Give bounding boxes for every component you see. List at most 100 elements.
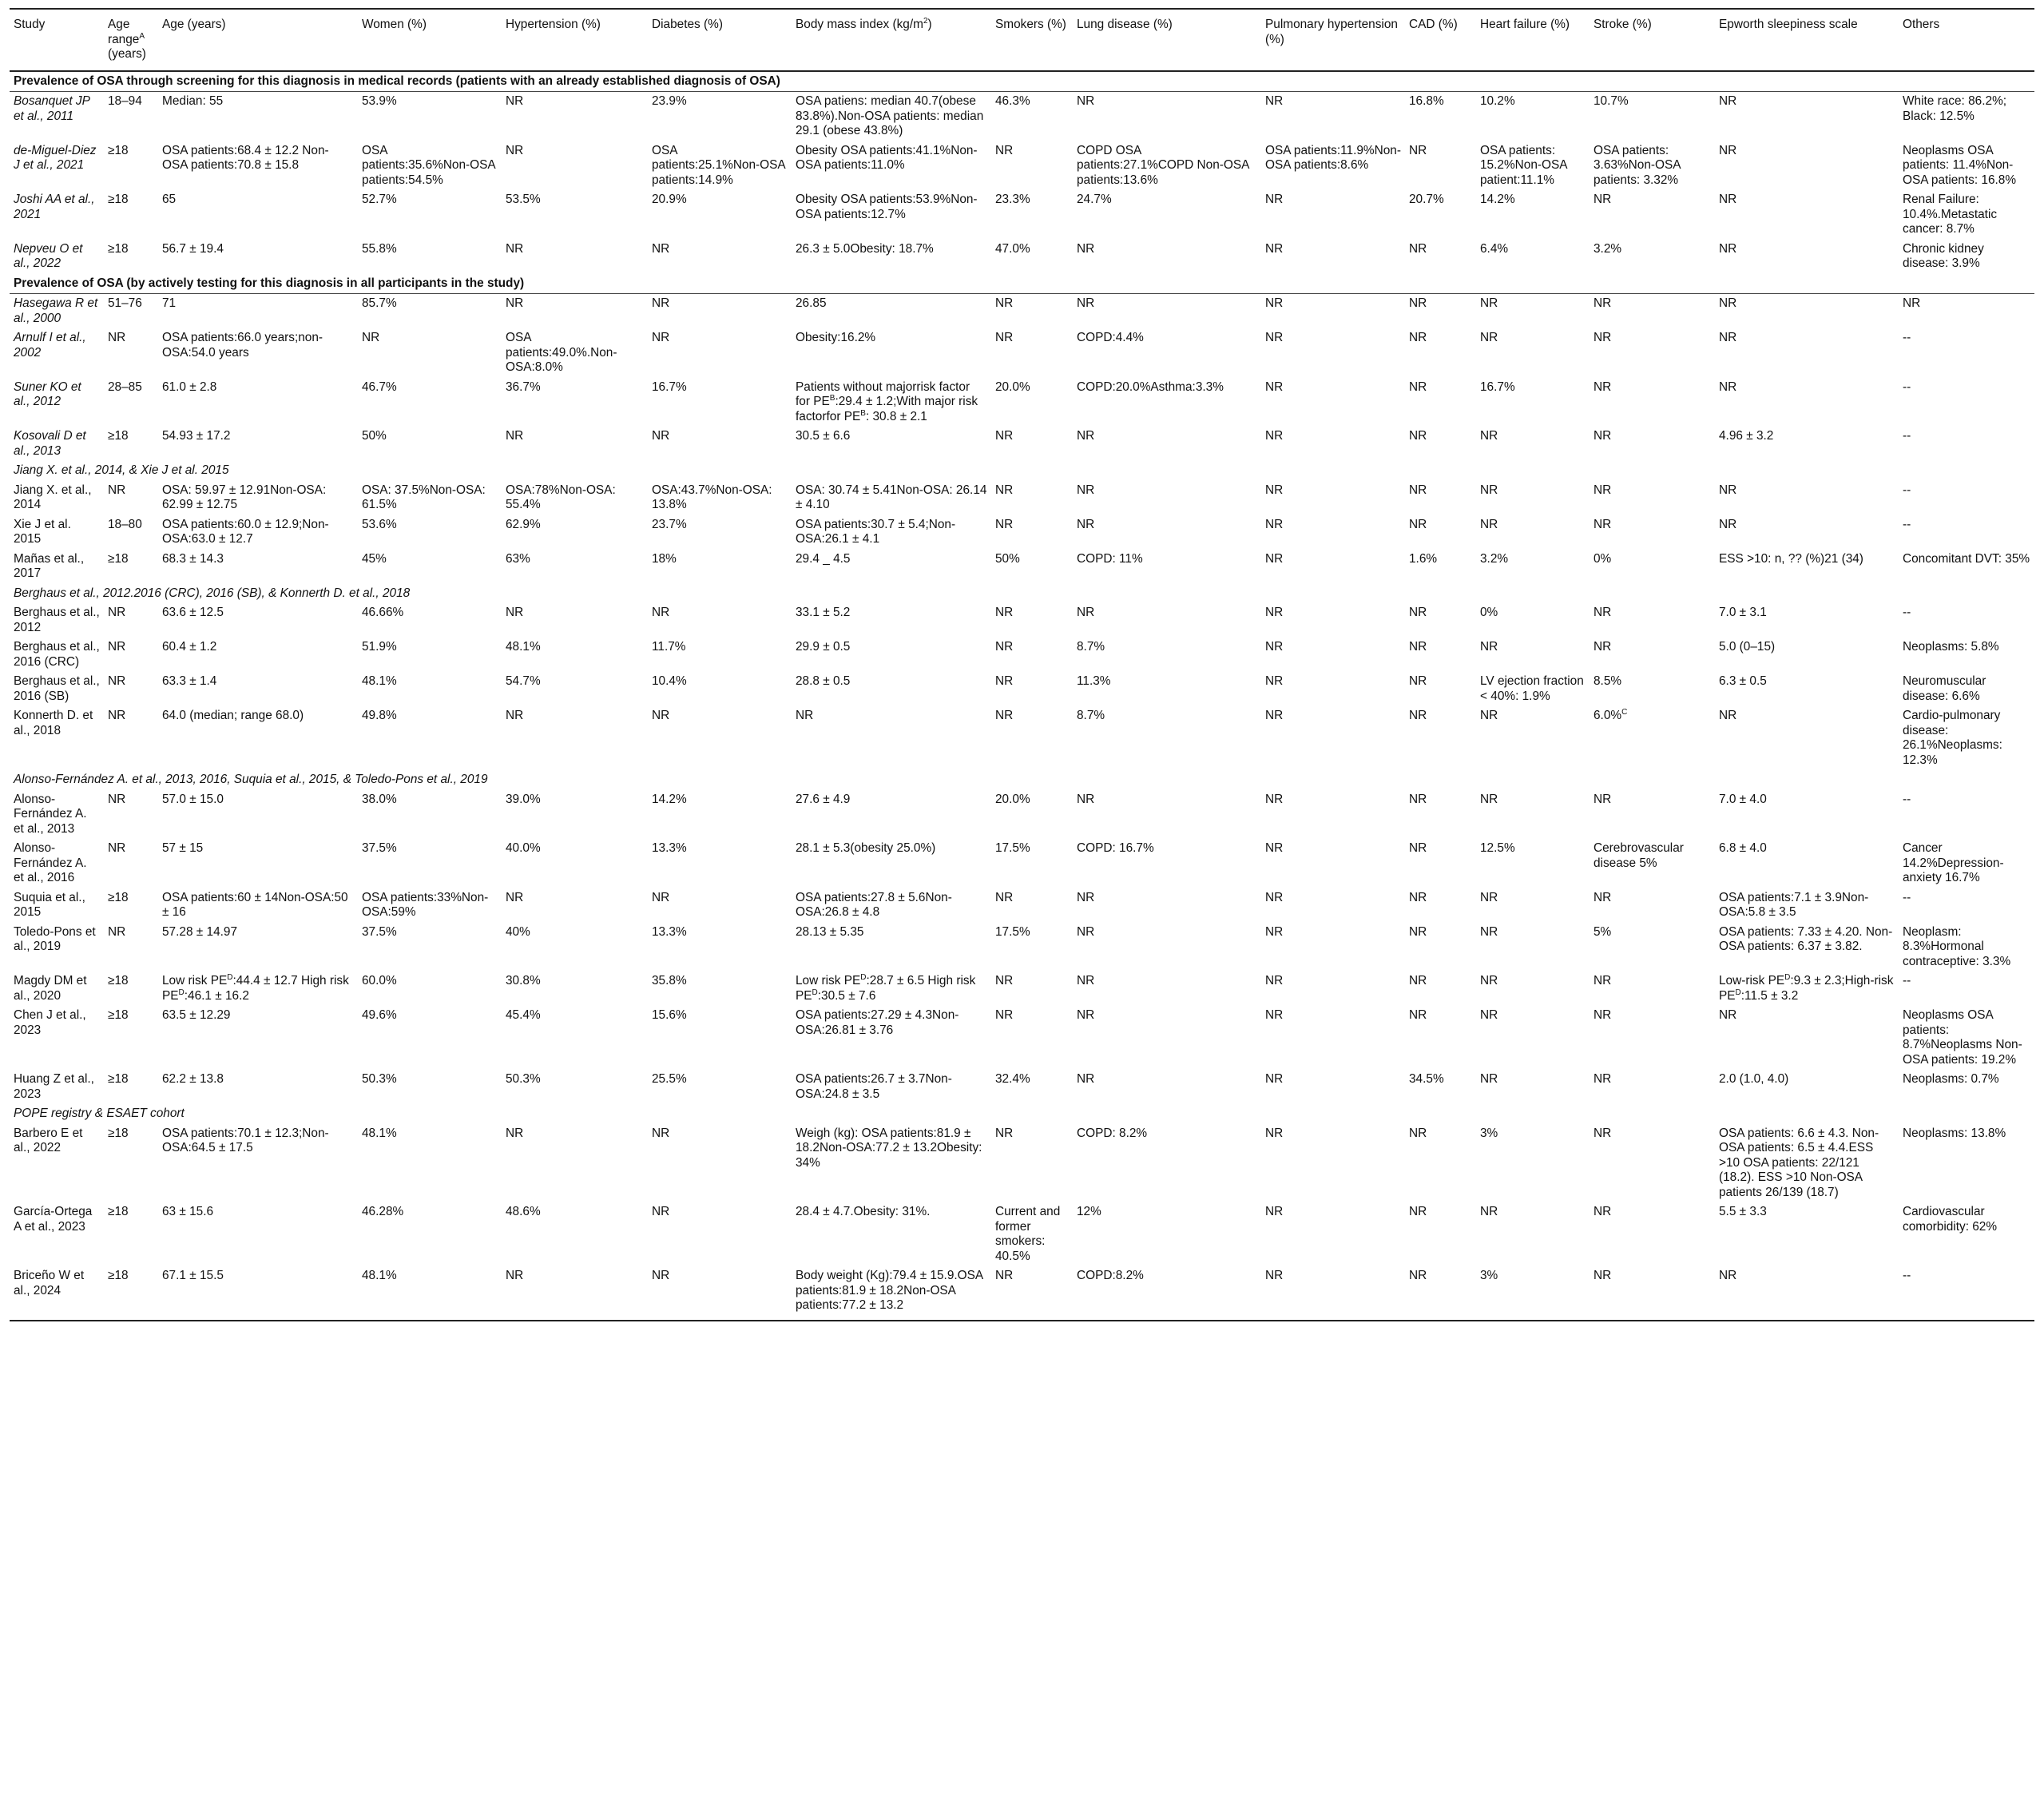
study-cell: Berghaus et al., 2016 (SB) — [14, 674, 100, 703]
table-cell: NR — [506, 429, 524, 443]
table-cell: NR — [1480, 1205, 1498, 1218]
table-cell: 26.85 — [796, 296, 827, 310]
subgroup-header-row: POPE registry & ESAET cohort — [10, 1104, 2034, 1124]
study-cell: Barbero E et al., 2022 — [14, 1126, 83, 1155]
table-cell: NR — [1594, 517, 1612, 531]
table-cell: ≥18 — [108, 241, 129, 256]
table-cell: NR — [1077, 890, 1095, 904]
table-cell: 48.1% — [506, 640, 541, 654]
table-cell: 63 ± 15.6 — [162, 1205, 214, 1218]
table-cell: 34.5% — [1409, 1072, 1444, 1086]
table-cell: NR — [652, 890, 670, 904]
table-cell: COPD:8.2% — [1073, 1266, 1261, 1321]
table-row: Huang Z et al., 2023 ≥18 62.2 ± 13.8 50.3% 5… — [10, 1070, 2034, 1104]
table-cell: Median: 55 — [162, 94, 224, 108]
table-cell: NR — [995, 429, 1014, 443]
table-cell: Cancer 14.2%Depression-anxiety 16.7% — [1903, 841, 2004, 884]
table-cell: NR — [1077, 296, 1095, 310]
table-cell: 50% — [995, 551, 1020, 566]
table-cell: NR — [1719, 517, 1737, 531]
table-cell: 0% — [1480, 606, 1498, 619]
table-cell: OSA patients:35.6%Non-OSA patients:54.5% — [362, 143, 495, 187]
column-header: Smokers (%) — [991, 8, 1073, 72]
table-cell: 62.2 ± 13.8 — [162, 1072, 224, 1086]
table-cell: 85.7% — [362, 296, 397, 310]
table-cell: 48.6% — [506, 1205, 541, 1218]
table-cell: NR — [1719, 1008, 1737, 1022]
table-cell: COPD: 8.2% — [1077, 1126, 1148, 1140]
table-cell: 49.8% — [362, 709, 397, 722]
table-cell: NR — [1265, 379, 1284, 394]
table-cell: OSA patients: 15.2%Non-OSA patient:11.1% — [1480, 143, 1567, 187]
table-cell: NR — [1077, 429, 1095, 443]
subgroup-header-row: Jiang X. et al., 2014, & Xie J et al. 20… — [10, 461, 2034, 481]
table-cell: NR — [1409, 331, 1427, 344]
table-cell: NR — [995, 606, 1014, 619]
table-cell: NR — [1594, 379, 1612, 394]
table-cell: 3.2% — [1480, 551, 1509, 566]
table-row: Toledo-Pons et al., 2019 NR 57.28 ± 14.97 3… — [10, 923, 2034, 972]
table-cell: 32.4% — [995, 1072, 1030, 1086]
table-cell: 23.3% — [995, 193, 1030, 206]
table-cell: 16.7% — [652, 379, 687, 394]
table-cell: 8.5% — [1594, 674, 1622, 688]
table-cell: 17.5% — [995, 924, 1030, 939]
table-cell: 45% — [362, 551, 387, 566]
table-cell: NR — [995, 674, 1014, 688]
table-cell: NR — [506, 606, 524, 619]
table-cell: -- — [1903, 606, 1911, 619]
table-cell: NR — [652, 606, 670, 619]
column-header: Diabetes (%) — [648, 8, 792, 72]
table-cell: Patients without majorrisk factor for PE… — [796, 379, 978, 423]
table-cell: OSA patients:68.4 ± 12.2 Non-OSA patient… — [162, 143, 329, 173]
table-row: Alonso-Fernández A. et al., 2013 NR 57.0 ±… — [10, 790, 2034, 840]
table-cell: 16.7% — [1480, 379, 1515, 394]
subgroup-title: POPE registry & ESAET cohort — [14, 1107, 185, 1120]
table-cell: 11.7% — [652, 640, 686, 654]
table-row: Nepveu O et al., 2022 ≥18 56.7 ± 19.4 55.8%… — [10, 240, 2034, 274]
table-cell: NR — [652, 709, 670, 722]
table-cell: 5% — [1594, 924, 1612, 939]
table-cell: 40.0% — [506, 841, 541, 855]
table-cell: OSA patients:66.0 years;non-OSA:54.0 yea… — [162, 331, 323, 360]
study-cell: Kosovali D et al., 2013 — [14, 429, 86, 458]
table-cell: NR — [1409, 640, 1427, 654]
table-cell: 52.7% — [362, 193, 397, 206]
table-cell: Low risk PED:28.7 ± 6.5 High risk PED:30… — [796, 972, 976, 1003]
table-cell: 12.5% — [1480, 841, 1515, 855]
table-cell: NR — [1590, 1266, 1715, 1321]
table-cell: ≥18 — [108, 1126, 129, 1140]
table-cell: Current and former smokers: 40.5% — [995, 1205, 1061, 1263]
column-header: Hypertension (%) — [502, 8, 648, 72]
table-cell: ≥18 — [108, 1008, 129, 1022]
study-cell: Alonso-Fernández A. et al., 2016 — [14, 841, 87, 884]
table-cell: NR — [1480, 924, 1498, 939]
table-cell: 3% — [1480, 1126, 1498, 1140]
table-cell: 28.8 ± 0.5 — [796, 674, 851, 688]
table-cell: 20.0% — [995, 792, 1030, 806]
table-cell: -- — [1903, 331, 1911, 344]
table-cell: NR — [108, 924, 126, 939]
table-cell: OSA patients: 3.63%Non-OSA patients: 3.3… — [1594, 143, 1681, 187]
study-cell: Suquia et al., 2015 — [14, 890, 85, 920]
table-row: Magdy DM et al., 2020 ≥18 Low risk PED:44.… — [10, 972, 2034, 1006]
table-cell: NR — [995, 974, 1014, 987]
table-cell: OSA patients:26.7 ± 3.7Non-OSA:24.8 ± 3.… — [796, 1072, 952, 1101]
table-cell: OSA patients:11.9%Non-OSA patients:8.6% — [1265, 143, 1401, 173]
table-cell: Neoplasm: 8.3%Hormonal contraceptive: 3.… — [1903, 924, 2011, 968]
table-cell: NR — [1265, 429, 1284, 443]
table-cell: NR — [1265, 241, 1284, 256]
study-cell: Huang Z et al., 2023 — [14, 1072, 94, 1101]
table-cell: Cardiovascular comorbidity: 62% — [1903, 1205, 1998, 1234]
table-cell: 18–94 — [108, 94, 142, 108]
table-row: Chen J et al., 2023 ≥18 63.5 ± 12.29 49.6% 4… — [10, 1006, 2034, 1070]
table-cell: NR — [1409, 296, 1427, 310]
table-cell: 65 — [162, 193, 177, 206]
table-cell: OSA: 59.97 ± 12.91Non-OSA: 62.99 ± 12.75 — [162, 483, 327, 512]
table-cell: 53.6% — [362, 517, 397, 531]
table-cell: ≥18 — [108, 890, 129, 904]
table-cell: NR — [1594, 792, 1612, 806]
table-cell: OSA: 30.74 ± 5.41Non-OSA: 26.14 ± 4.10 — [796, 483, 987, 512]
table-cell: NR — [1594, 193, 1612, 206]
table-cell: NR — [1265, 296, 1284, 310]
